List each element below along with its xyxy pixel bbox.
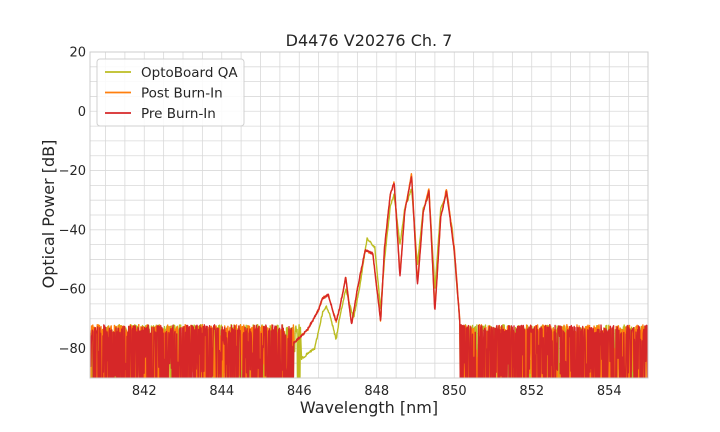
y-tick-labels: 20 0 −20 −40 −60 −80: [59, 46, 86, 357]
x-tick-label: 842: [132, 384, 157, 399]
plot-frame: [89, 51, 649, 379]
y-axis-label: Optical Power [dB]: [39, 140, 58, 289]
legend-entry: OptoBoard QA: [141, 65, 238, 81]
x-tick-labels: 842 844 846 848 850 852 854: [132, 384, 622, 399]
x-tick-label: 854: [597, 384, 622, 399]
legend-entry: Pre Burn-In: [141, 106, 216, 122]
legend: OptoBoard QA Post Burn-In Pre Burn-In: [96, 58, 245, 127]
x-tick-label: 846: [287, 384, 312, 399]
y-tick-label: 20: [69, 46, 86, 61]
legend-entry: Post Burn-In: [141, 86, 223, 102]
x-tick-label: 850: [442, 384, 467, 399]
y-tick-label: −60: [59, 283, 86, 298]
y-tick-label: −80: [59, 342, 86, 357]
x-tick-label: 852: [519, 384, 544, 399]
y-tick-label: −20: [59, 164, 86, 179]
chart-title: D4476 V20276 Ch. 7: [286, 31, 453, 50]
y-tick-label: −40: [59, 223, 86, 238]
x-axis-label: Wavelength [nm]: [300, 398, 438, 417]
series-line-2: [90, 176, 648, 378]
traces: [90, 173, 648, 378]
x-tick-label: 848: [364, 384, 389, 399]
legend-box: [96, 58, 245, 127]
y-tick-label: 0: [78, 105, 86, 120]
x-tick-label: 844: [209, 384, 234, 399]
